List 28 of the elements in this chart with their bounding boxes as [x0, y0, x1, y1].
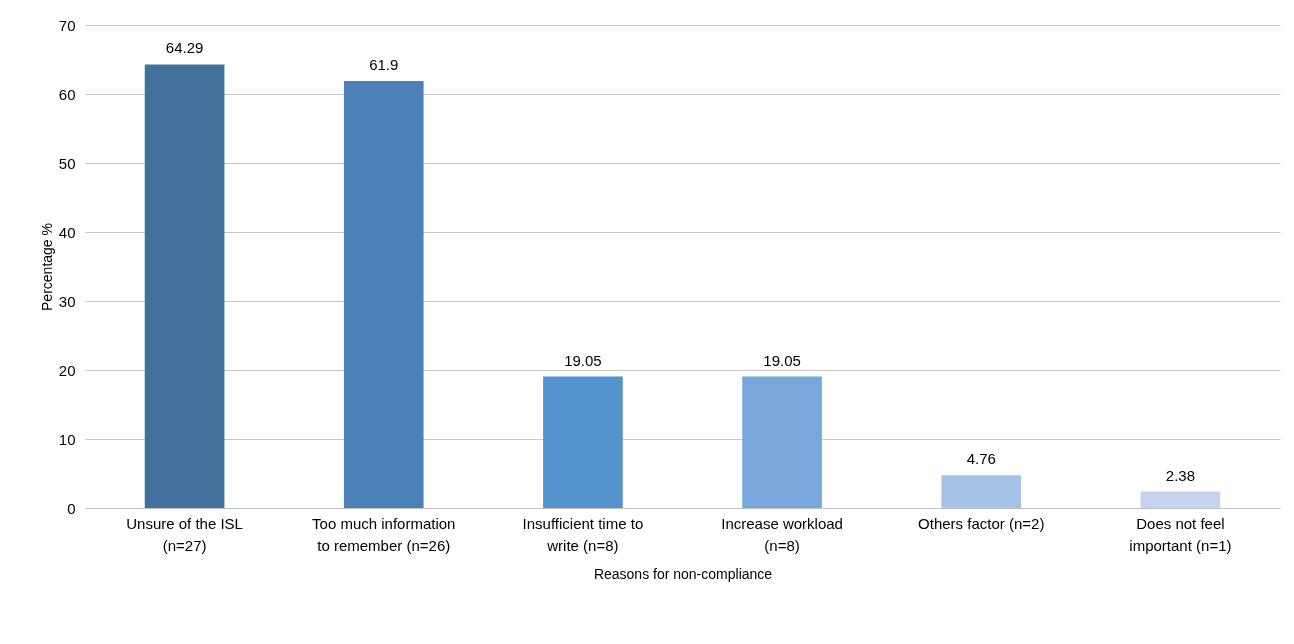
bar	[1140, 491, 1221, 508]
y-tick-label: 50	[58, 154, 76, 172]
y-tick-label: 40	[58, 223, 76, 241]
data-label: 19.05	[763, 351, 801, 369]
bar	[543, 376, 623, 508]
x-tick-label: Insufficient time to write (n=8)	[522, 514, 644, 554]
bar	[941, 475, 1022, 508]
y-tick-label: 70	[58, 16, 76, 34]
data-label: 61.9	[369, 55, 399, 73]
bar	[343, 80, 424, 508]
x-tick-label: Too much information to remember (n=26)	[312, 514, 456, 554]
data-label: 2.38	[1165, 466, 1196, 484]
y-tick-label: 20	[58, 361, 76, 379]
y-tick-label: 30	[58, 292, 76, 310]
data-label: 19.05	[564, 351, 602, 369]
x-axis-title: Reasons for non-compliance	[593, 565, 773, 582]
bar	[144, 64, 225, 508]
x-tick-label: Others factor (n=2)	[918, 514, 1045, 532]
x-tick-label: Increase workload (n=8)	[721, 514, 843, 554]
bar	[742, 376, 822, 508]
y-tick-label: 60	[58, 85, 76, 103]
y-tick-label: 0	[67, 499, 76, 517]
x-tick-label: Unsure of the ISL (n=27)	[126, 514, 243, 554]
y-tick-label: 10	[58, 430, 76, 448]
x-tick-label: Does not feel important (n=1)	[1129, 514, 1232, 554]
y-axis-title: Percentage %	[38, 223, 55, 311]
data-label: 4.76	[966, 450, 996, 468]
data-label: 64.29	[165, 39, 204, 57]
